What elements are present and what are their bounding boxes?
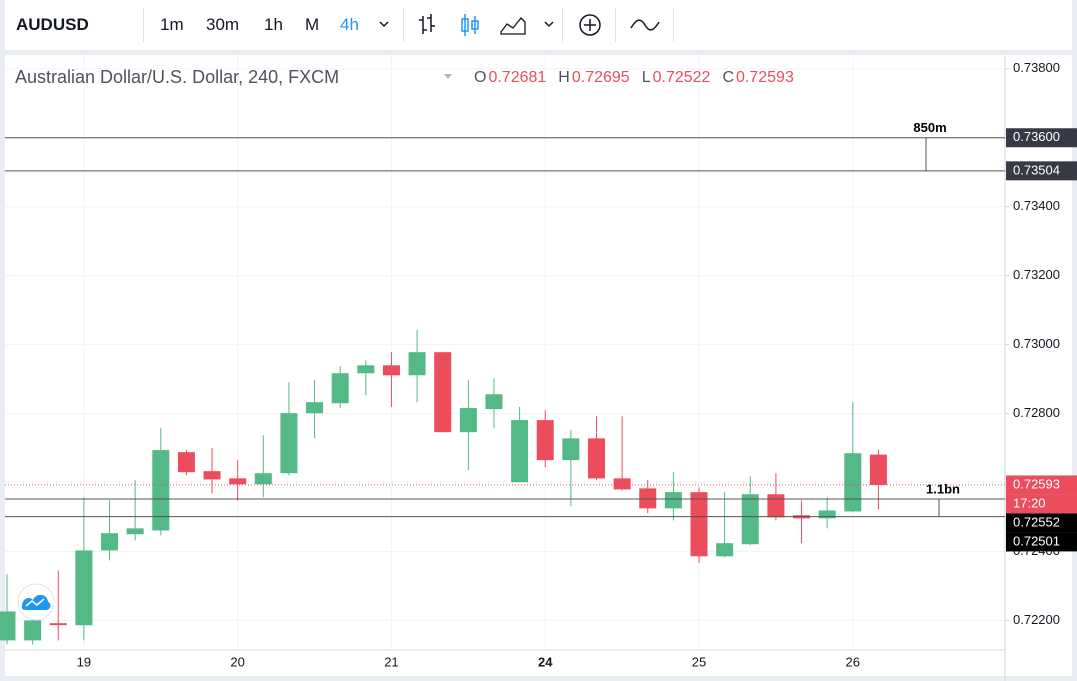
candle-body [408, 352, 426, 376]
level-size: 850m [913, 120, 946, 135]
ohlc-letter: H [558, 69, 570, 86]
y-tick-label: 0.72200 [1013, 612, 1060, 627]
candle-body [357, 365, 375, 374]
chart-background [5, 55, 1072, 676]
ohlc-letter: L [642, 69, 651, 86]
candle-body [485, 394, 503, 410]
ohlc-value: 0.72681 [488, 69, 546, 86]
level-badge-bg [1006, 513, 1077, 533]
level-badge-bg [1006, 532, 1077, 552]
indicators-icon[interactable] [577, 12, 603, 38]
chart-title: Australian Dollar/U.S. Dollar, 240, FXCM [15, 67, 339, 87]
candle-body [203, 471, 221, 480]
candle-body [49, 623, 67, 626]
legend-caret [444, 74, 452, 79]
candle-body [690, 492, 708, 557]
candle-body [613, 478, 631, 490]
candle-body [818, 510, 836, 519]
candle-body [24, 620, 42, 641]
candle-body [382, 365, 400, 376]
separator [562, 8, 563, 42]
ohlc-legend: O 0.72681 H 0.72695 L 0.72522 C 0.72593 [474, 69, 794, 86]
y-tick-label: 0.73400 [1013, 198, 1060, 213]
candle-body [844, 453, 862, 512]
x-tick-label: 19 [77, 654, 91, 669]
candle-body [152, 450, 170, 531]
interval[interactable]: 30m [206, 15, 240, 34]
candle-body [716, 543, 734, 557]
candle-body [126, 528, 144, 535]
y-tick-label: 0.73000 [1013, 336, 1060, 351]
candle-body [229, 478, 247, 485]
interval[interactable]: M [305, 15, 320, 34]
compare-icon[interactable] [629, 14, 661, 36]
candle-body [434, 352, 452, 433]
x-tick-label: 24 [538, 654, 553, 669]
level-badge: 0.72552 [1013, 514, 1060, 529]
y-tick-label: 0.72800 [1013, 405, 1060, 420]
symbol[interactable]: AUDUSD [16, 15, 89, 34]
candle-body [511, 420, 529, 483]
y-tick-label: 0.73800 [1013, 60, 1060, 75]
toolbar: AUDUSD 1m 30m 1h M 4h [5, 0, 1072, 50]
x-tick-label: 20 [230, 654, 244, 669]
x-tick-label: 21 [384, 654, 398, 669]
ohlc-value: 0.72593 [736, 69, 794, 86]
chart-style-icons[interactable] [415, 12, 565, 38]
plot [0, 137, 1005, 645]
candle-body [75, 550, 93, 626]
ohlc-value: 0.72695 [572, 69, 630, 86]
dropdown-icon[interactable] [378, 18, 390, 30]
candle-body [306, 402, 324, 414]
level-badge: 0.72501 [1013, 533, 1060, 548]
candle-body [664, 492, 682, 509]
candle-body [177, 452, 195, 473]
candle-body [767, 494, 785, 518]
candle-body [639, 488, 657, 509]
bar-timer: 17:20 [1013, 495, 1046, 510]
separator [403, 8, 404, 42]
logo [17, 583, 55, 621]
level-size: 1.1bn [926, 481, 960, 496]
candle-body [536, 420, 554, 461]
candle-body [869, 454, 887, 485]
interval-active[interactable]: 4h [340, 15, 359, 34]
candle-body [331, 373, 349, 404]
separator [143, 8, 144, 42]
price-badge-bg [1006, 475, 1077, 495]
level-badge-bg [1006, 161, 1077, 181]
level-badge-bg [1006, 128, 1077, 148]
level-badge: 0.73600 [1013, 129, 1060, 144]
candle-body [741, 494, 759, 545]
candle-body [280, 413, 298, 474]
candle-body [587, 438, 605, 479]
x-tick-label: 25 [692, 654, 706, 669]
candle-body [254, 473, 272, 485]
ohlc-letter: O [474, 69, 486, 86]
ohlc-letter: C [722, 69, 734, 86]
price-badge: 0.72593 [1013, 476, 1060, 491]
candle-body [459, 408, 477, 433]
interval[interactable]: 1h [264, 15, 283, 34]
timer-bg [1006, 494, 1077, 514]
candle-body [101, 533, 119, 551]
interval[interactable]: 1m [160, 15, 184, 34]
candle-body [562, 438, 580, 461]
separator [673, 8, 674, 42]
ohlc-value: 0.72522 [653, 69, 711, 86]
y-tick-label: 0.73200 [1013, 267, 1060, 282]
x-tick-label: 26 [846, 654, 860, 669]
separator [615, 8, 616, 42]
level-badge: 0.73504 [1013, 162, 1060, 177]
candle-body [0, 611, 16, 641]
